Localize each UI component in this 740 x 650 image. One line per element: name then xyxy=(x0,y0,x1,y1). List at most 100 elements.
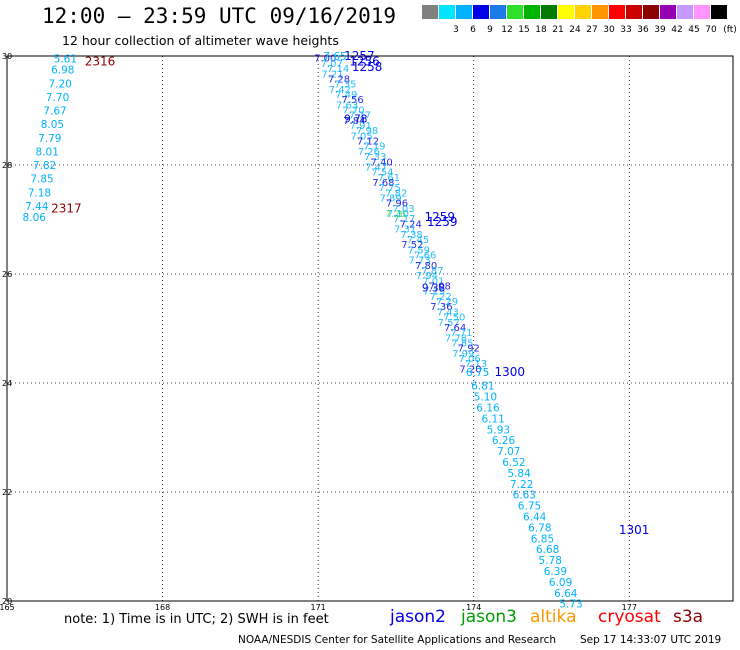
track-streak-mark: 7.38 xyxy=(400,230,422,241)
track-streak-mark: 7.68 xyxy=(372,178,394,189)
track-streak-mark: 7.06 xyxy=(459,354,481,365)
track-streak-mark: 7.54 xyxy=(371,168,393,179)
swh-value-label: 7.18 xyxy=(28,187,51,199)
track-streak-mark: 7.15 xyxy=(423,287,445,298)
colorbar-swatch xyxy=(507,5,523,19)
colorbar-swatch xyxy=(626,5,642,19)
colorbar-label: 9 xyxy=(487,25,493,35)
track-streak-mark: 7.20 xyxy=(459,364,481,375)
track-streak-mark: 7.24 xyxy=(400,219,422,230)
track-streak-mark: 7.52 xyxy=(401,240,423,251)
track-streak-mark: 7.49 xyxy=(335,90,357,101)
swh-value-label: 6.75 xyxy=(518,501,541,513)
colorbar-label: 36 xyxy=(637,25,649,35)
track-streak-mark: 7.13 xyxy=(465,359,487,370)
lat-tick-label: 28 xyxy=(2,161,12,170)
track-streak-mark: 7.87 xyxy=(421,266,443,277)
track-streak-mark: 7.94 xyxy=(416,271,438,282)
colorbar-swatch xyxy=(592,5,608,19)
track-streak-mark: 7.99 xyxy=(452,349,474,360)
track-streak-mark: 7.36 xyxy=(430,302,452,313)
swh-value-label: 6.75 xyxy=(466,367,489,379)
track-streak-mark: 7.56 xyxy=(342,95,364,106)
track-streak-mark: 7.00 xyxy=(314,54,336,65)
colorbar-swatch xyxy=(711,5,727,19)
track-streak-mark: 7.40 xyxy=(371,157,393,168)
track-streak-mark: 7.29 xyxy=(436,297,458,308)
colorbar-label: 21 xyxy=(552,25,564,35)
track-streak-mark: 7.85 xyxy=(451,338,473,349)
colorbar-swatch xyxy=(643,5,659,19)
lon-tick-label: 171 xyxy=(311,603,326,612)
swh-value-label: 9.78 xyxy=(344,114,367,126)
track-streak-mark: 7.10 xyxy=(387,209,409,220)
track-streak-mark: 7.47 xyxy=(365,162,387,173)
track-streak-mark: 7.28 xyxy=(328,74,350,85)
legend-altika: altika xyxy=(530,607,577,627)
swh-value-label: 6.26 xyxy=(492,435,516,447)
swh-value-label: 7.82 xyxy=(33,160,56,172)
track-streak-mark: 7.91 xyxy=(350,121,372,132)
swh-value-label: 7.20 xyxy=(48,78,71,90)
lon-tick-label: 174 xyxy=(466,603,481,612)
swh-value-label: 7.67 xyxy=(43,106,66,118)
swh-value-label: 5.93 xyxy=(487,424,510,436)
pass-time-label: 1259 xyxy=(424,210,455,224)
track-streak-mark: 7.84 xyxy=(343,116,365,127)
track-streak-mark: 7.14 xyxy=(327,64,349,75)
footer-credit: NOAA/NESDIS Center for Satellite Applica… xyxy=(238,634,556,646)
track-streak-mark: 7.50 xyxy=(443,313,465,324)
swh-value-label: 6.63 xyxy=(513,490,536,502)
colorbar-swatch xyxy=(524,5,540,19)
swh-value-label: 6.98 xyxy=(51,65,74,77)
colorbar-label: 30 xyxy=(603,25,615,35)
lon-tick-label: 177 xyxy=(622,603,637,612)
pass-time-label: 1300 xyxy=(494,365,525,379)
colorbar-swatch xyxy=(422,5,438,19)
swh-value-label: 7.44 xyxy=(25,201,49,213)
footer-timestamp: Sep 17 14:33:07 UTC 2019 xyxy=(580,634,722,646)
lat-tick-label: 30 xyxy=(2,52,12,61)
colorbar-label: 15 xyxy=(518,25,530,35)
swh-value-label: 7.22 xyxy=(510,479,533,491)
track-streak-mark: 7.77 xyxy=(349,111,371,122)
colorbar-label: 12 xyxy=(501,25,513,35)
colorbar-label: 3 xyxy=(453,25,459,35)
track-streak-mark: 7.43 xyxy=(437,307,459,318)
swh-value-label: 8.05 xyxy=(41,119,64,131)
colorbar-label: 45 xyxy=(688,25,700,35)
track-streak-mark: 7.08 xyxy=(429,282,451,293)
lat-tick-label: 26 xyxy=(2,270,12,279)
track-streak-mark: 7.01 xyxy=(422,276,444,287)
legend-jason2: jason2 xyxy=(390,607,446,627)
swh-value-label: 6.68 xyxy=(536,544,559,556)
track-streak-mark: 7.63 xyxy=(336,100,358,111)
map-title: 12:00 — 23:59 UTC 09/16/2019 xyxy=(42,4,397,28)
track-streak-mark: 7.05 xyxy=(350,131,372,142)
colorbar-swatch xyxy=(558,5,574,19)
track-streak-mark: 7.03 xyxy=(392,204,414,215)
track-streak-mark: 7.64 xyxy=(444,323,466,334)
track-streak-mark: 7.21 xyxy=(321,69,343,80)
lon-tick-label: 165 xyxy=(0,603,15,612)
track-streak-mark: 7.12 xyxy=(357,137,379,148)
swh-value-label: 5.61 xyxy=(54,54,77,66)
pass-time-label: 1257 xyxy=(344,49,375,63)
colorbar-swatch xyxy=(490,5,506,19)
track-streak-mark: 7.57 xyxy=(438,318,460,329)
track-streak-mark: 7.17 xyxy=(393,214,415,225)
swh-value-label: 6.44 xyxy=(523,512,547,524)
colorbar-swatch xyxy=(609,5,625,19)
swh-value-label: 6.85 xyxy=(531,533,554,545)
colorbar-swatch xyxy=(694,5,710,19)
track-streak-mark: 7.31 xyxy=(394,225,416,236)
swh-value-label: 9.38 xyxy=(422,283,445,295)
track-streak-mark: 7.73 xyxy=(409,256,431,267)
swh-value-label: 6.11 xyxy=(481,413,504,425)
track-streak-mark: 7.59 xyxy=(408,245,430,256)
colorbar-swatch xyxy=(439,5,455,19)
legend-cryosat: cryosat xyxy=(598,607,661,627)
pass-time-label: 2317 xyxy=(51,202,82,216)
swh-value-label: 6.78 xyxy=(528,522,551,534)
